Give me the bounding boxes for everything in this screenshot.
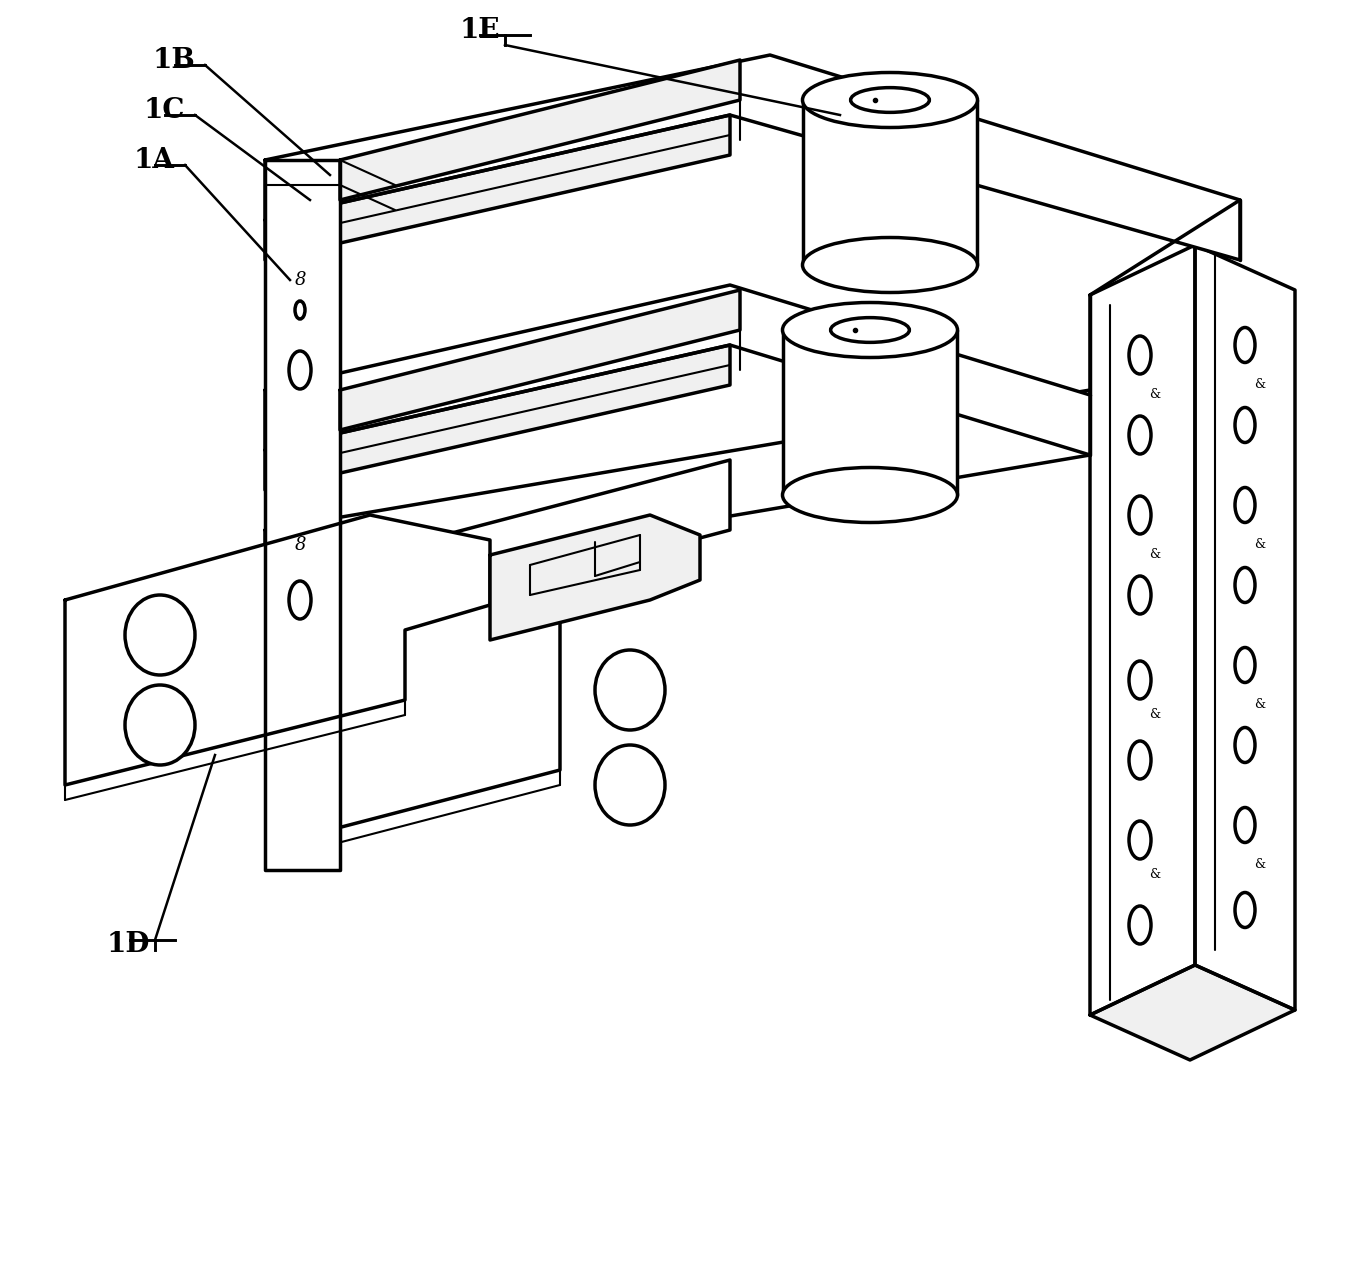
Text: &: &: [1149, 389, 1161, 401]
Ellipse shape: [1234, 808, 1255, 842]
Polygon shape: [340, 60, 740, 200]
Text: &: &: [1255, 538, 1266, 552]
Ellipse shape: [595, 649, 665, 730]
Polygon shape: [266, 115, 730, 260]
Polygon shape: [1195, 246, 1295, 1010]
Ellipse shape: [851, 87, 930, 113]
Text: 1D: 1D: [107, 932, 150, 958]
Polygon shape: [491, 515, 701, 641]
Polygon shape: [266, 346, 730, 490]
Ellipse shape: [1129, 417, 1150, 454]
Ellipse shape: [802, 238, 977, 292]
Polygon shape: [340, 290, 740, 430]
Text: 8: 8: [294, 271, 306, 289]
Ellipse shape: [1129, 496, 1150, 534]
Ellipse shape: [1129, 661, 1150, 699]
Ellipse shape: [125, 595, 195, 675]
Ellipse shape: [1234, 408, 1255, 443]
Polygon shape: [1089, 965, 1295, 1060]
Text: &: &: [1255, 379, 1266, 391]
Polygon shape: [65, 515, 491, 785]
Polygon shape: [266, 160, 340, 870]
Text: &: &: [1149, 709, 1161, 722]
Ellipse shape: [831, 318, 909, 342]
Polygon shape: [331, 460, 730, 830]
Ellipse shape: [1129, 906, 1150, 944]
Text: 1A: 1A: [134, 147, 175, 173]
Text: &: &: [1149, 868, 1161, 881]
Ellipse shape: [782, 303, 958, 357]
Polygon shape: [266, 285, 1089, 454]
Ellipse shape: [802, 72, 977, 128]
Text: 1B: 1B: [152, 47, 195, 73]
Ellipse shape: [1234, 328, 1255, 362]
Ellipse shape: [289, 351, 312, 389]
Text: 8: 8: [294, 536, 306, 555]
Polygon shape: [783, 330, 957, 495]
Text: &: &: [1255, 699, 1266, 711]
Text: &: &: [1255, 858, 1266, 871]
Ellipse shape: [1234, 647, 1255, 682]
Polygon shape: [266, 390, 1089, 595]
Ellipse shape: [1129, 741, 1150, 779]
Text: &: &: [1149, 548, 1161, 562]
Ellipse shape: [295, 301, 305, 319]
Ellipse shape: [782, 467, 958, 523]
Ellipse shape: [1234, 487, 1255, 523]
Ellipse shape: [1234, 567, 1255, 603]
Text: 1E: 1E: [459, 16, 500, 43]
Polygon shape: [1089, 246, 1195, 1015]
Ellipse shape: [1129, 335, 1150, 373]
Ellipse shape: [1234, 893, 1255, 928]
Ellipse shape: [1234, 728, 1255, 762]
Polygon shape: [804, 100, 977, 265]
Ellipse shape: [1129, 820, 1150, 860]
Ellipse shape: [595, 744, 665, 825]
Text: 1C: 1C: [144, 96, 186, 124]
Ellipse shape: [125, 685, 195, 765]
Ellipse shape: [289, 581, 312, 619]
Polygon shape: [266, 54, 1240, 260]
Ellipse shape: [1129, 576, 1150, 614]
